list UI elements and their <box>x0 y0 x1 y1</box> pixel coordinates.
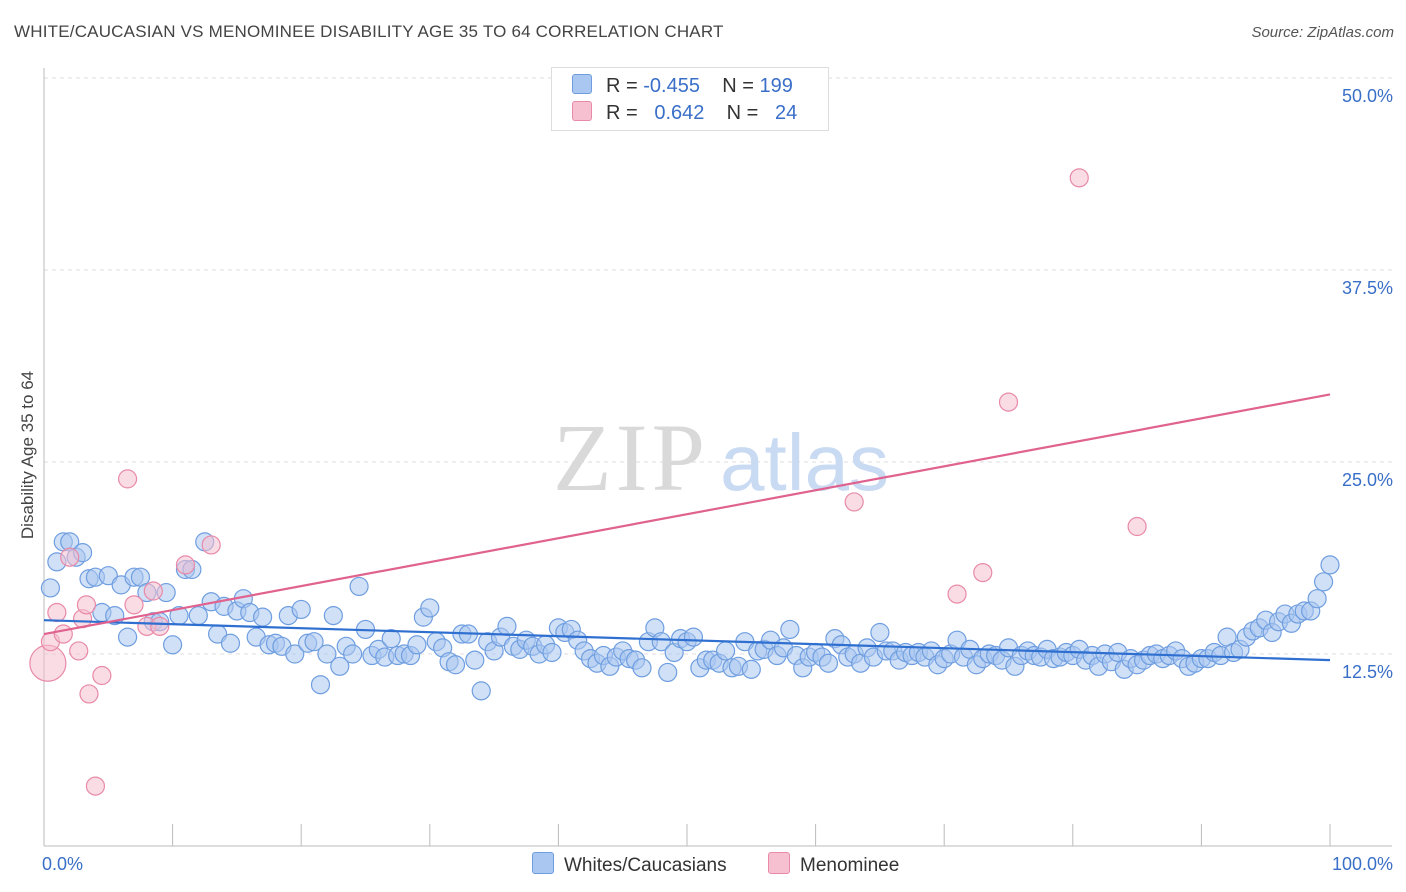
point-menominee-17 <box>201 535 221 555</box>
trend-line-whites <box>43 619 1331 662</box>
point-whites-57 <box>407 635 427 655</box>
point-whites-198 <box>1313 572 1334 592</box>
point-whites-95 <box>651 632 671 652</box>
watermark-zip: ZIP <box>553 404 709 511</box>
point-menominee-3 <box>53 624 73 644</box>
correlation-legend: R = -0.455 N = 199 R = 0.642 N = 24 <box>551 67 829 131</box>
series-menominee <box>29 168 1147 796</box>
chart-source: Source: ZipAtlas.com <box>1251 24 1394 41</box>
point-menominee-19 <box>947 584 967 604</box>
point-whites-100 <box>683 627 704 647</box>
point-menominee-16 <box>175 555 196 575</box>
watermark-atlas: atlas <box>720 418 889 507</box>
point-whites-78 <box>542 642 562 663</box>
point-whites-63 <box>445 655 466 675</box>
point-menominee-20 <box>973 562 993 583</box>
legend-r-label: R = <box>606 102 638 124</box>
watermark: ZIP atlas <box>553 404 889 511</box>
point-menominee-7 <box>76 595 97 615</box>
point-whites-129 <box>870 622 890 643</box>
y-axis-label: Disability Age 35 to 64 <box>18 371 37 539</box>
point-whites-53 <box>381 629 401 649</box>
point-menominee-8 <box>79 684 99 704</box>
point-menominee-15 <box>150 616 170 636</box>
point-whites-39 <box>291 599 311 620</box>
point-whites-59 <box>420 598 440 618</box>
y-tick-label-1: 25.0% <box>1342 470 1393 490</box>
point-whites-197 <box>1307 589 1327 609</box>
legend-n-label: N = <box>726 102 759 124</box>
point-whites-105 <box>715 641 736 661</box>
point-whites-41 <box>304 632 324 652</box>
legend-r-label: R = <box>606 75 638 97</box>
legend-swatch-menominee <box>572 101 592 121</box>
x-tick-labels: 0.0% 100.0% <box>42 854 1393 874</box>
legend-n-label: N = <box>722 75 754 97</box>
trend-line-menominee <box>43 393 1331 636</box>
point-menominee-10 <box>92 665 112 686</box>
point-whites-45 <box>330 656 350 676</box>
point-whites-44 <box>323 605 343 626</box>
point-whites-115 <box>780 619 800 640</box>
chart-title: WHITE/CAUCASIAN VS MENOMINEE DISABILITY … <box>14 22 724 41</box>
y-tick-label-0: 12.5% <box>1342 662 1393 682</box>
point-menominee-14 <box>143 581 163 601</box>
point-whites-67 <box>471 681 491 701</box>
legend-row-whites: R = -0.455 N = 199 <box>572 74 793 100</box>
legend-swatch-whites <box>572 74 592 94</box>
y-tick-labels: 12.5% 25.0% 37.5% 50.0% <box>1342 86 1393 682</box>
point-whites-38 <box>285 644 305 664</box>
bottom-legend-whites: Whites/Caucasians <box>532 852 727 877</box>
point-whites-43 <box>317 644 337 664</box>
axes <box>43 68 1392 847</box>
point-whites-42 <box>310 675 331 695</box>
point-whites-48 <box>349 576 369 597</box>
legend-r-value: 0.642 <box>654 102 705 124</box>
gridlines <box>44 77 1392 655</box>
point-menominee-4 <box>60 547 80 567</box>
point-whites-96 <box>658 662 678 683</box>
point-menominee-22 <box>1069 168 1089 188</box>
point-whites-23 <box>188 605 208 626</box>
bottom-legend-swatch-menominee <box>768 852 790 874</box>
point-menominee-23 <box>1127 516 1147 537</box>
y-tick-label-3: 50.0% <box>1342 86 1393 106</box>
point-whites-47 <box>343 644 363 664</box>
point-menominee-5 <box>69 641 89 661</box>
point-whites-33 <box>253 607 273 627</box>
x-tick-label-0: 0.0% <box>42 854 83 874</box>
legend-n-value: 24 <box>775 102 798 124</box>
point-whites-199 <box>1320 555 1340 575</box>
legend-r-value: -0.455 <box>643 75 700 97</box>
y-tick-label-2: 37.5% <box>1342 278 1393 298</box>
bottom-legend-label-menominee: Menominee <box>800 855 900 876</box>
trend-lines <box>43 393 1331 662</box>
point-whites-121 <box>818 653 839 673</box>
point-menominee-2 <box>47 602 67 623</box>
point-menominee-9 <box>85 776 106 796</box>
bottom-legend-swatch-whites <box>532 852 554 874</box>
bottom-legend-label-whites: Whites/Caucasians <box>564 855 727 876</box>
point-whites-66 <box>465 650 485 670</box>
legend-n-value: 199 <box>759 75 793 97</box>
point-menominee-12 <box>124 595 144 615</box>
point-whites-19 <box>163 635 183 655</box>
point-whites-109 <box>741 659 761 679</box>
point-whites-28 <box>220 633 241 653</box>
point-whites-71 <box>497 616 517 636</box>
series-whites <box>40 532 1340 701</box>
point-whites-12 <box>117 627 138 647</box>
point-menominee-11 <box>117 469 138 489</box>
x-tick-label-1: 100.0% <box>1332 854 1393 874</box>
point-menominee-18 <box>844 492 864 512</box>
point-menominee-21 <box>998 392 1019 412</box>
point-whites-0 <box>40 578 61 598</box>
point-whites-92 <box>632 658 652 678</box>
legend-row-menominee: R = 0.642 N = 24 <box>572 101 797 127</box>
bottom-legend-menominee: Menominee <box>768 852 899 877</box>
